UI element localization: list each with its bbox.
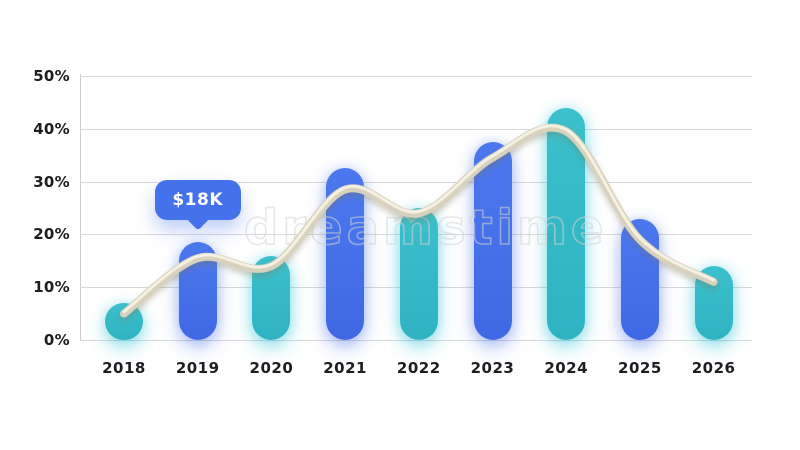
- x-axis-label-2025: 2025: [618, 359, 662, 377]
- x-axis-label-2021: 2021: [323, 359, 367, 377]
- gridline: [80, 340, 752, 341]
- y-axis-line: [80, 74, 81, 341]
- bar-2026: [694, 266, 733, 340]
- y-axis-tick-label: 20%: [33, 225, 70, 244]
- x-axis-label-2020: 2020: [249, 359, 294, 377]
- y-axis-tick-label: 0%: [43, 331, 70, 349]
- x-axis-label-2018: 2018: [102, 359, 146, 377]
- gridline: [80, 76, 752, 77]
- x-axis-label-2019: 2019: [175, 359, 220, 377]
- y-axis-tick-label: 50%: [33, 67, 70, 85]
- watermark: dreamstime: [243, 199, 608, 257]
- bar-2018: [105, 303, 143, 340]
- y-axis-tick-label: 30%: [33, 172, 70, 191]
- x-axis-label-2024: 2024: [544, 359, 589, 377]
- bar-2025: [620, 218, 659, 340]
- x-axis-label-2023: 2023: [470, 359, 515, 377]
- value-callout: $18K: [154, 180, 241, 221]
- bar-2019: [178, 242, 217, 340]
- gridline: [80, 128, 752, 130]
- bar-2020: [252, 255, 291, 340]
- y-axis-tick-label: 40%: [33, 119, 70, 138]
- y-axis-tick-label: 10%: [33, 278, 70, 297]
- x-axis-label-2026: 2026: [691, 359, 736, 377]
- x-axis-label-2022: 2022: [396, 359, 441, 377]
